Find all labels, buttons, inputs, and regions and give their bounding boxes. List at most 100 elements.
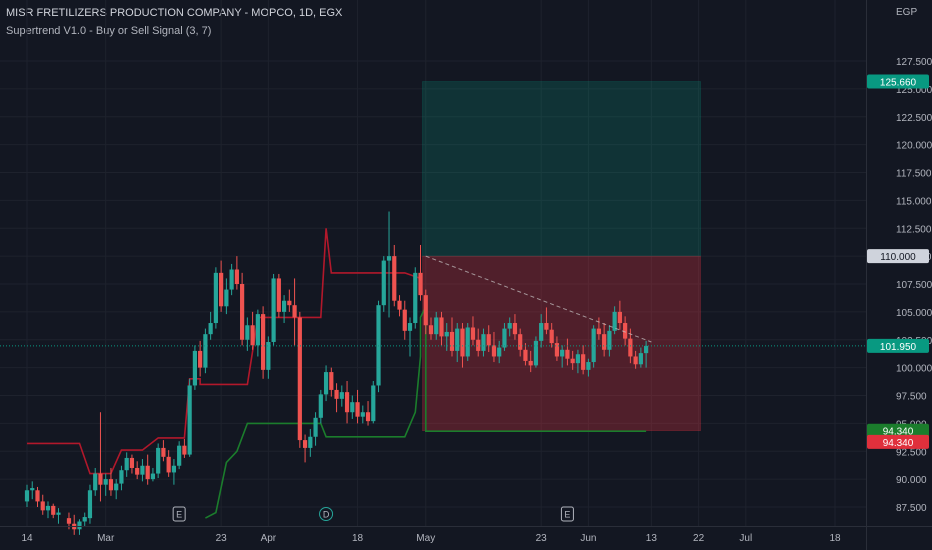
event-marker[interactable]: D [319,507,334,521]
candle [56,508,61,524]
y-tick-label: 115.000 [896,196,932,207]
candle [413,267,418,329]
candle-body [124,457,129,471]
candle-body [261,314,266,370]
y-tick-label: 105.000 [896,308,932,319]
candle-body [229,269,234,290]
candle-body [150,473,156,480]
event-marker[interactable]: E [172,506,186,522]
candle [198,340,203,377]
y-tick-label: 92.500 [896,447,927,458]
candle-body [208,323,213,335]
candle-body [308,436,313,448]
price-tag-label: 94.340 [883,438,914,449]
candle-body [355,402,360,417]
candle-body [518,334,523,350]
x-tick-label: 18 [352,533,364,544]
x-tick-label: May [416,533,435,544]
candle-body [287,300,292,306]
candle [98,412,103,502]
price-tag: 110.000 [867,249,929,264]
price-tag-bg [867,338,929,353]
candle-body [302,440,308,448]
price-tag: 125.660 [867,74,929,89]
x-axis: 14 Mar 23 Apr 18 May 23 Jun 13 22 Jul 18 [0,526,932,544]
candle [203,328,208,374]
candle-body [82,517,87,522]
y-tick-label: 122.500 [896,113,932,124]
marker-label: D [323,510,330,520]
candle-body [250,325,255,346]
candle-body [266,341,271,370]
position-zones [422,81,701,431]
candle-body [523,349,528,361]
candle [129,454,135,474]
candle [355,389,360,424]
currency-label: EGP [896,7,918,18]
price-tag-bg [867,74,929,89]
candle [528,350,533,373]
candle-body [198,350,203,368]
price-tag: 94.340 [867,423,929,438]
candle [292,278,297,346]
candle-body [35,490,40,502]
candle [297,311,302,448]
candle [140,459,145,482]
candle [24,484,30,507]
candle [586,358,591,377]
candle [392,244,397,307]
candle-body [313,417,318,437]
x-tick-label: Apr [261,533,277,544]
marker-square [560,506,574,522]
candle [633,350,638,369]
candle [376,300,381,393]
candle-body [633,356,638,365]
price-tag-label: 110.000 [880,252,916,263]
candle-body [623,323,628,339]
candle [93,467,98,496]
candle-body [245,325,250,340]
candle [261,306,266,379]
candle-body [129,457,135,468]
candle [371,381,376,424]
x-tick-label: 23 [216,533,228,544]
candle-body [187,385,192,455]
candle [449,317,455,357]
price-tag-bg [867,249,929,264]
candle-body [98,473,103,485]
candle [549,323,554,348]
candle [302,434,308,463]
candle-body [476,339,481,351]
candle-body [40,501,45,511]
candle [591,325,596,368]
candle [114,479,119,500]
candle [402,300,407,340]
candle [192,345,197,390]
chart-title: MISR FRETILIZERS PRODUCTION COMPANY - MO… [6,7,343,19]
candle-body [612,311,617,331]
candle [161,440,166,462]
candle-body [103,479,108,485]
candle-body [350,402,355,413]
candle [533,336,539,368]
candle-body [434,317,439,335]
candle [386,211,392,318]
candle [45,501,51,519]
candle-body [365,412,371,422]
candle-body [145,465,150,480]
candle [276,273,281,318]
candle [339,385,344,407]
candle-body [470,327,476,340]
candle-body [581,354,586,370]
candle [560,345,565,368]
candle [518,328,523,357]
candle-body [203,334,208,368]
event-marker[interactable]: E [560,506,574,522]
candle-body [119,470,124,484]
candle-body [460,328,465,357]
candle-body [497,347,502,357]
candle-body [66,518,72,524]
candle [287,289,292,312]
candle [544,307,549,335]
